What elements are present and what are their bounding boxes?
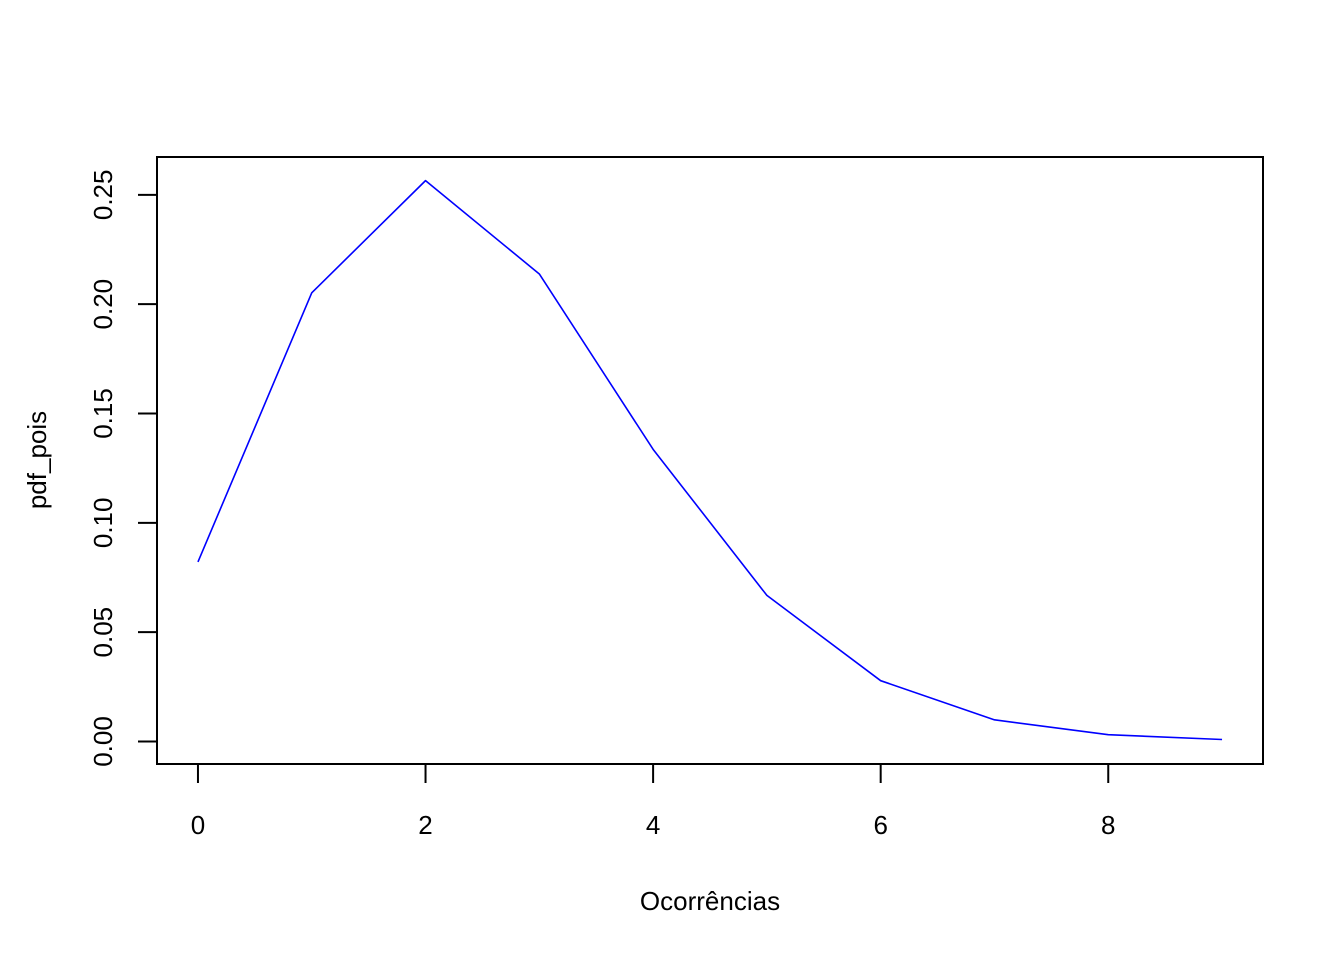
x-tick-label: 4 bbox=[646, 810, 660, 840]
y-tick-label: 0.15 bbox=[88, 388, 118, 439]
y-tick-label: 0.25 bbox=[88, 170, 118, 221]
x-tick-label: 8 bbox=[1101, 810, 1115, 840]
x-tick-label: 6 bbox=[873, 810, 887, 840]
x-tick-label: 2 bbox=[418, 810, 432, 840]
series-line bbox=[197, 179, 1223, 741]
y-tick-label: 0.00 bbox=[88, 716, 118, 767]
plot-frame bbox=[156, 156, 1264, 765]
y-axis-label: pdf_pois bbox=[22, 411, 52, 509]
x-axis: 0 2 4 6 8 bbox=[191, 763, 1115, 840]
series-layer bbox=[197, 179, 1223, 741]
y-tick-label: 0.10 bbox=[88, 498, 118, 549]
y-tick-label: 0.05 bbox=[88, 607, 118, 658]
x-axis-label: Ocorrências bbox=[640, 886, 780, 916]
x-tick-label: 0 bbox=[191, 810, 205, 840]
y-tick-label: 0.20 bbox=[88, 279, 118, 330]
y-axis: 0.00 0.05 0.10 0.15 0.20 0.25 bbox=[88, 170, 158, 767]
